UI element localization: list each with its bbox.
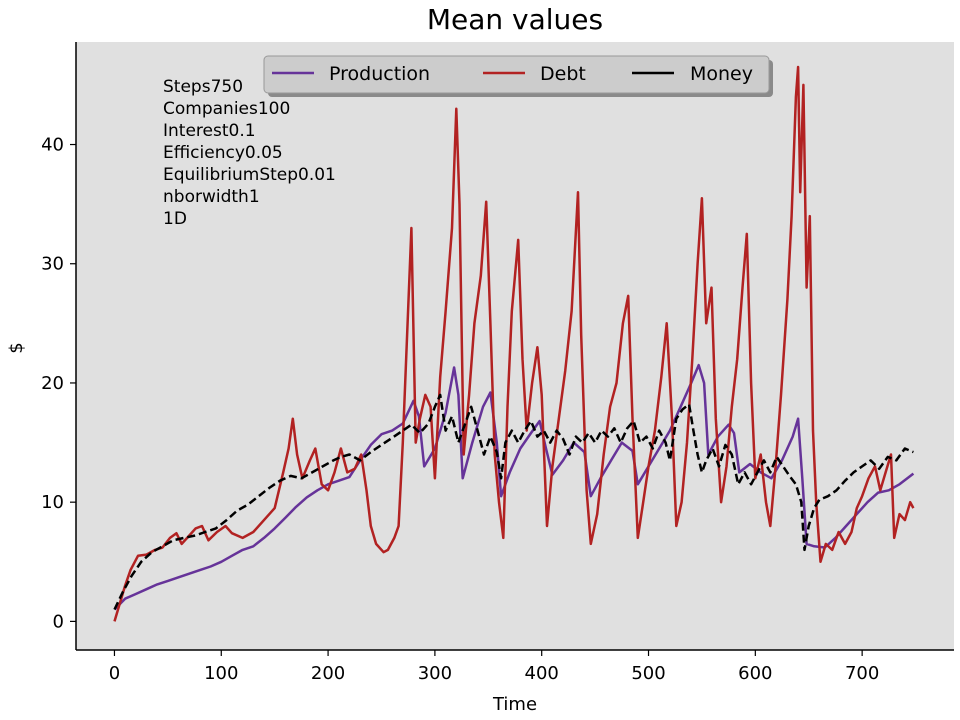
annotation-block: Steps750 Companies100 Interest0.1 Effici… (163, 77, 336, 229)
x-tick-label: 700 (845, 663, 879, 684)
annotation-interest: Interest0.1 (163, 121, 256, 141)
annotation-steps: Steps750 (163, 77, 243, 97)
y-tick-label: 10 (41, 492, 64, 513)
y-axis-title: $ (6, 342, 27, 353)
series-line-money (113, 393, 914, 611)
x-ticks: 0 100 200 300 400 500 600 700 (109, 650, 879, 684)
y-ticks: 0 10 20 30 40 (41, 135, 76, 632)
legend: Production Debt Money (263, 55, 773, 97)
y-tick-label: 20 (41, 373, 64, 394)
y-tick-label: 30 (41, 254, 64, 275)
legend-label-production: Production (329, 63, 430, 85)
annotation-efficiency: Efficiency0.05 (163, 143, 283, 163)
legend-label-debt: Debt (540, 63, 586, 85)
x-tick-label: 200 (311, 663, 345, 684)
x-tick-label: 0 (109, 663, 120, 684)
y-tick-label: 40 (41, 135, 64, 156)
annotation-nborwidth: nborwidth1 (163, 187, 260, 207)
plot-background (76, 42, 954, 650)
x-axis-title: Time (492, 694, 537, 715)
series-line-debt (113, 65, 915, 622)
legend-box (263, 55, 770, 94)
x-tick-label: 500 (631, 663, 665, 684)
x-tick-label: 100 (204, 663, 238, 684)
x-tick-label: 300 (418, 663, 452, 684)
annotation-equilibrium-step: EquilibriumStep0.01 (163, 165, 336, 185)
annotation-dimension: 1D (163, 209, 187, 229)
chart-title: Mean values (427, 3, 603, 36)
legend-label-money: Money (690, 63, 753, 85)
annotation-companies: Companies100 (163, 99, 290, 119)
y-tick-label: 0 (53, 611, 64, 632)
series-layer (113, 65, 915, 622)
x-tick-label: 600 (738, 663, 772, 684)
x-tick-label: 400 (525, 663, 559, 684)
